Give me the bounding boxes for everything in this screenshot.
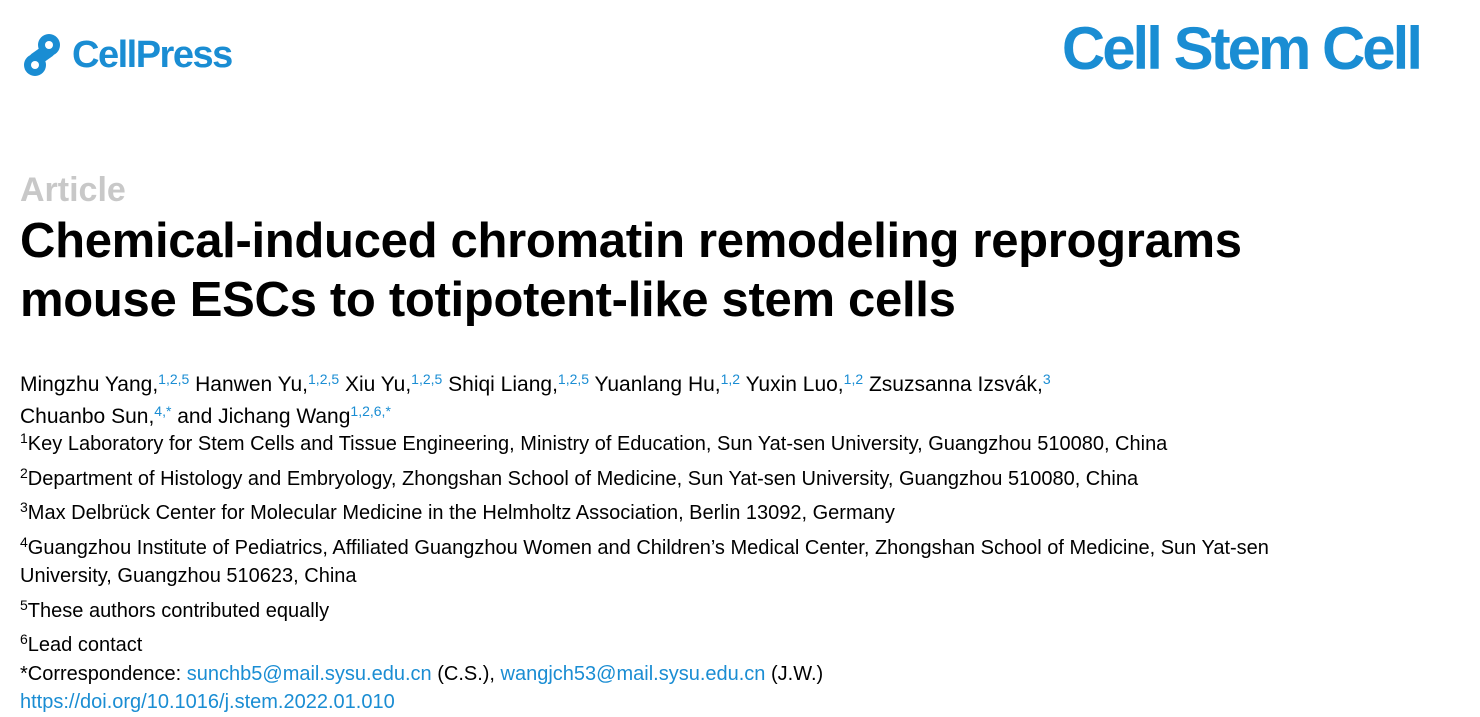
- author-affil-ref[interactable]: 1,2,5: [158, 371, 190, 387]
- affiliation-number: 6: [20, 631, 28, 647]
- author-list: Mingzhu Yang,1,2,5 Hanwen Yu,1,2,5 Xiu Y…: [20, 366, 1460, 430]
- affiliation-number: 2: [20, 464, 28, 481]
- author-name: Xiu Yu,: [345, 373, 412, 396]
- affiliation-6: 6Lead contact: [20, 625, 1440, 660]
- author-name: Chuanbo Sun,: [20, 405, 155, 428]
- publisher-name: CellPress: [72, 34, 233, 76]
- affiliation-text: These authors contributed equally: [27, 599, 330, 622]
- affiliation-4: 4Guangzhou Institute of Pediatrics, Affi…: [20, 528, 1440, 563]
- article-title: Chemical-induced chromatin remodeling re…: [20, 212, 1242, 330]
- author-affil-ref[interactable]: 1,2,6,*: [350, 403, 391, 419]
- email-link-sun[interactable]: sunchb5@mail.sysu.edu.cn: [186, 662, 432, 685]
- affiliation-4-continued: University, Guangzhou 510623, China: [20, 565, 357, 587]
- author-name: and Jichang Wang: [177, 405, 351, 428]
- author-name: Yuanlang Hu,: [594, 373, 721, 396]
- author-affil-ref[interactable]: 4,*: [154, 403, 172, 419]
- correspondence-initials: (J.W.): [765, 662, 824, 685]
- email-link-wang[interactable]: wangjch53@mail.sysu.edu.cn: [500, 662, 766, 685]
- author-affil-ref[interactable]: 1,2: [843, 371, 864, 387]
- cellpress-logo-icon: [24, 34, 60, 76]
- author-name: Shiqi Liang,: [448, 373, 558, 396]
- affiliation-text: Guangzhou Institute of Pediatrics, Affil…: [27, 536, 1269, 559]
- cellpress-logo[interactable]: CellPress: [20, 32, 233, 78]
- author-name: Zsuzsanna Izsvák,: [868, 373, 1043, 396]
- affiliation-text: Department of Histology and Embryology, …: [27, 467, 1139, 490]
- author-name: Mingzhu Yang,: [20, 373, 159, 396]
- affiliation-number: 3: [20, 499, 28, 515]
- author-affil-ref[interactable]: 3: [1042, 371, 1051, 387]
- author-affil-ref[interactable]: 1,2: [720, 371, 741, 387]
- author-affil-ref[interactable]: 1,2,5: [411, 371, 443, 387]
- author-name: Yuxin Luo,: [745, 373, 844, 396]
- article-type: Article: [20, 171, 126, 209]
- author-affil-ref[interactable]: 1,2,5: [557, 371, 590, 387]
- author-affil-ref[interactable]: 1,2,5: [308, 371, 340, 387]
- affiliation-number: 4: [20, 533, 28, 550]
- affiliation-1: 1Key Laboratory for Stem Cells and Tissu…: [20, 424, 1440, 459]
- affiliation-number: 5: [20, 596, 28, 613]
- author-name: Hanwen Yu,: [195, 373, 309, 396]
- affiliation-text: Key Laboratory for Stem Cells and Tissue…: [27, 433, 1168, 455]
- correspondence-initials: (C.S.),: [431, 662, 501, 685]
- title-line-1: Chemical-induced chromatin remodeling re…: [20, 214, 1242, 268]
- affiliation-5: 5These authors contributed equally: [20, 591, 1440, 626]
- affiliation-number: 1: [20, 430, 28, 446]
- correspondence: *Correspondence: sunchb5@mail.sysu.edu.c…: [20, 660, 1440, 689]
- title-line-2: mouse ESCs to totipotent-like stem cells: [20, 273, 956, 327]
- affiliation-text: Max Delbrück Center for Molecular Medici…: [27, 502, 895, 524]
- affiliation-3: 3Max Delbrück Center for Molecular Medic…: [20, 493, 1440, 528]
- affiliation-text: Lead contact: [27, 634, 143, 656]
- affiliation-2: 2Department of Histology and Embryology,…: [20, 459, 1440, 494]
- doi-link[interactable]: https://doi.org/10.1016/j.stem.2022.01.0…: [20, 691, 395, 713]
- affiliation-list: 1Key Laboratory for Stem Cells and Tissu…: [20, 424, 1440, 717]
- journal-logo[interactable]: Cell Stem Cell: [1061, 15, 1423, 82]
- correspondence-label: *Correspondence:: [20, 662, 187, 685]
